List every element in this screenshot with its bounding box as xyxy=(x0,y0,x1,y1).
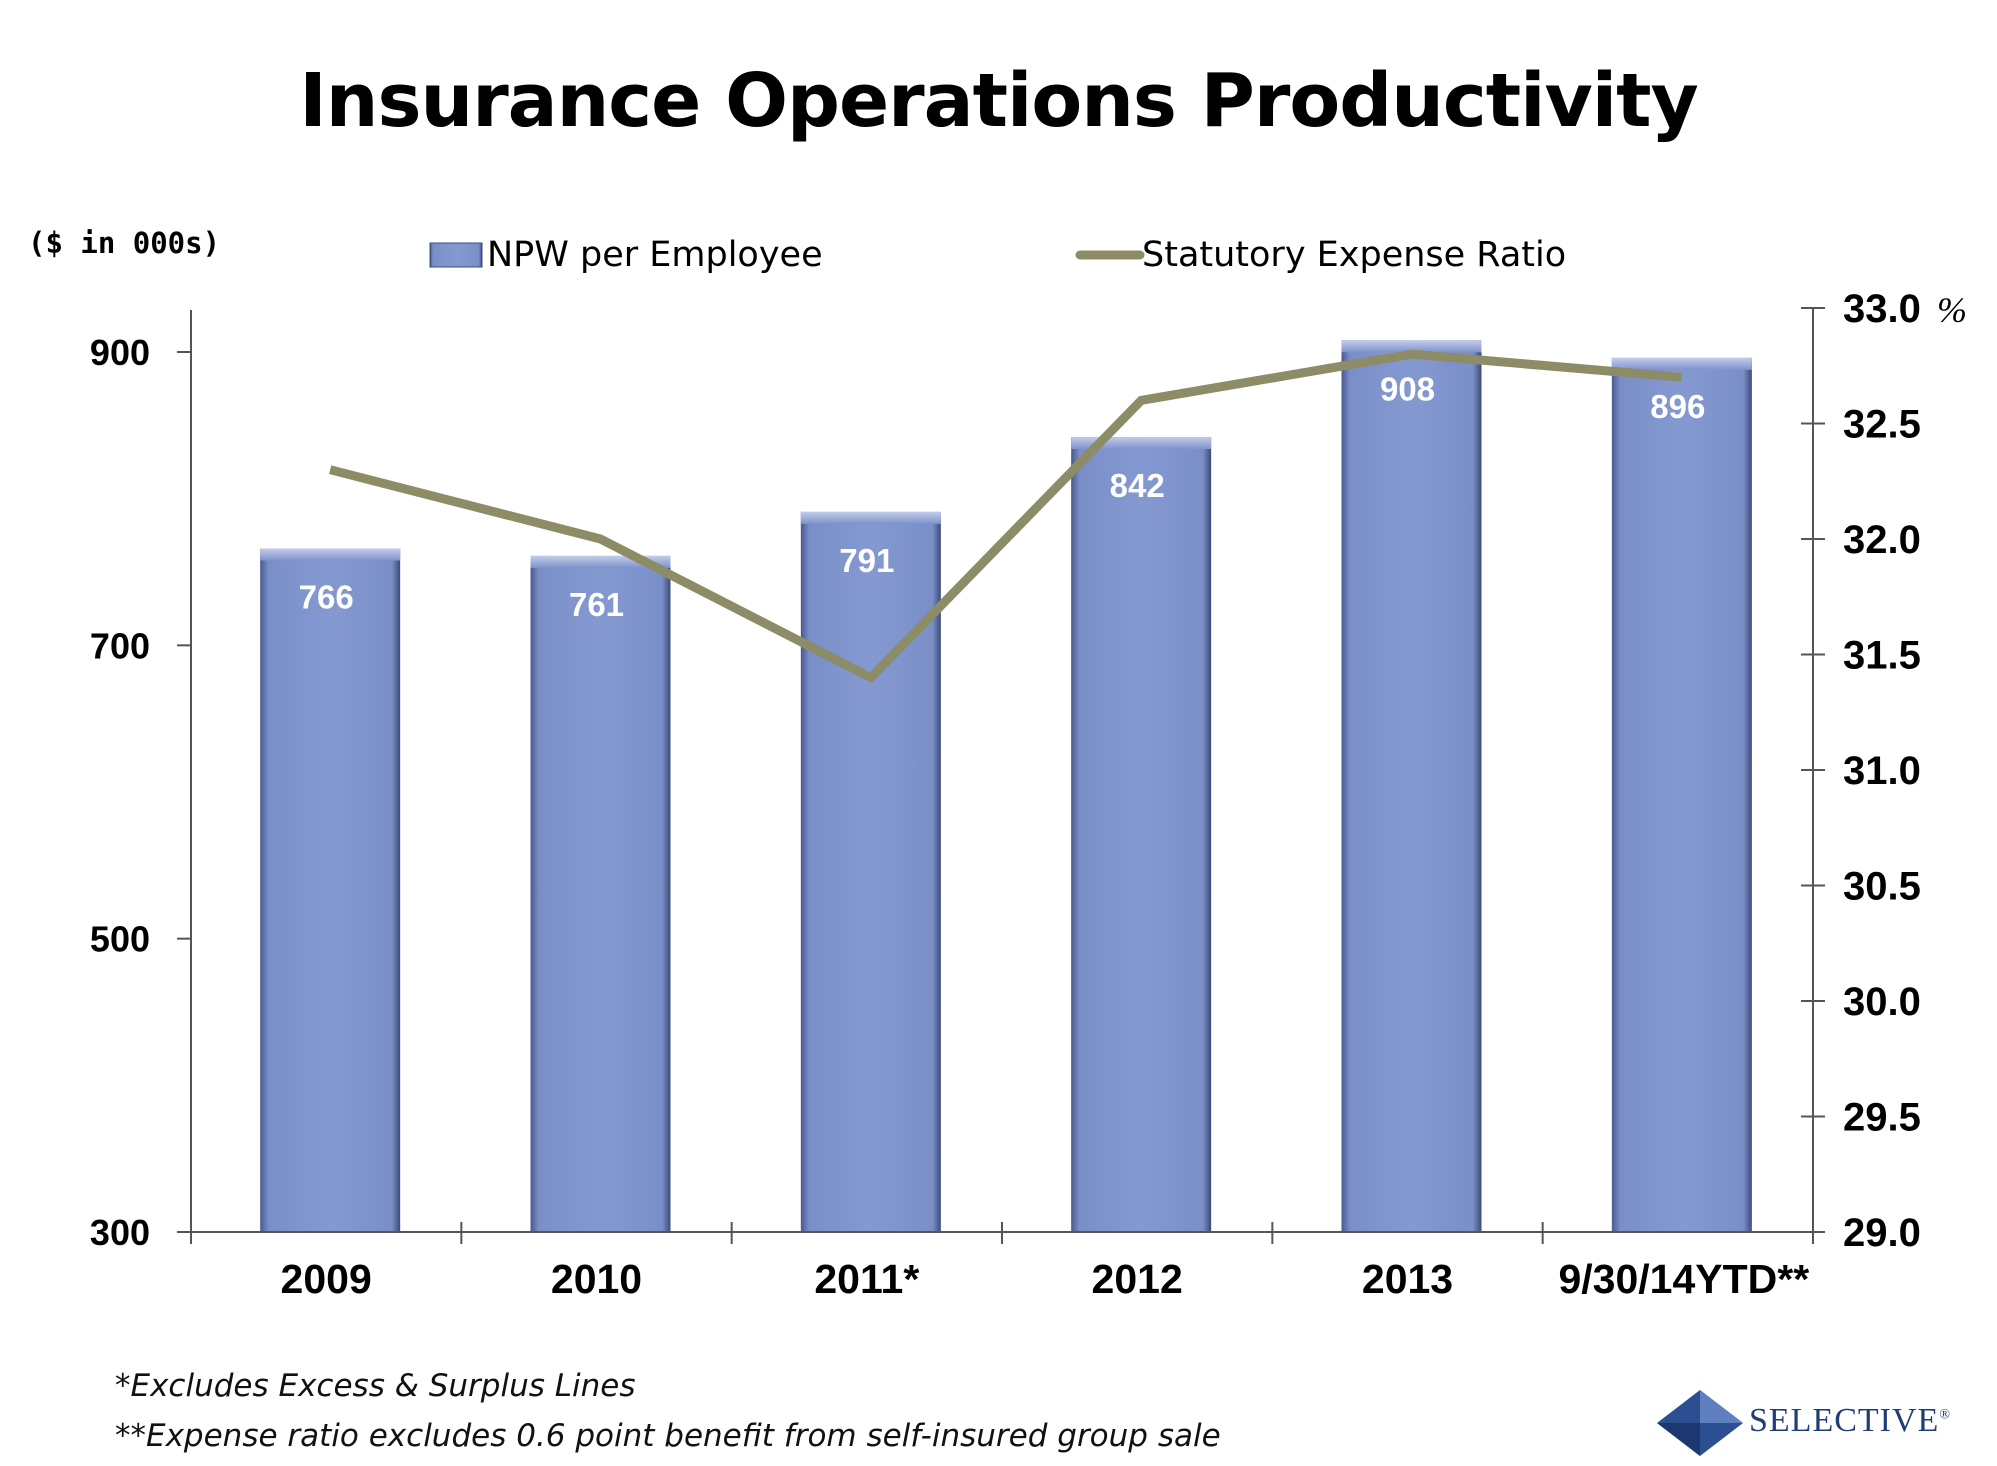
bar-value-label: 896 xyxy=(1650,388,1705,425)
legend-npw-label: NPW per Employee xyxy=(487,235,823,275)
right-tick-label: 33.0 xyxy=(1843,287,1921,331)
bar xyxy=(1611,357,1752,1232)
bar xyxy=(530,555,671,1232)
expense-ratio-line xyxy=(329,349,1683,684)
x-tick-label: 2009 xyxy=(281,1256,372,1302)
bar-value-label: 761 xyxy=(569,586,624,623)
legend-bar-swatch xyxy=(429,242,483,268)
units-note: ($ in 000s) xyxy=(28,226,220,260)
x-tick-label: 2011* xyxy=(814,1256,919,1302)
diamond-logo-icon xyxy=(1657,1390,1743,1456)
right-tick-label: 30.5 xyxy=(1843,865,1921,909)
right-axis-unit: % xyxy=(1937,290,1967,330)
logo-text: SELECTIVE xyxy=(1749,1402,1940,1439)
page-title: Insurance Operations Productivity xyxy=(299,58,1698,144)
legend-expense-label: Statutory Expense Ratio xyxy=(1142,235,1566,275)
left-tick-label: 500 xyxy=(90,919,150,960)
left-tick-label: 700 xyxy=(90,625,150,666)
left-tick-label: 300 xyxy=(90,1212,150,1253)
selective-logo: SELECTIVE® xyxy=(1655,1388,1955,1458)
footnote-expense-ratio: **Expense ratio excludes 0.6 point benef… xyxy=(115,1418,1221,1454)
bar-value-label: 766 xyxy=(299,579,354,616)
bar-value-label: 791 xyxy=(839,542,894,579)
registered-mark: ® xyxy=(1939,1407,1951,1423)
x-tick-label: 2013 xyxy=(1362,1256,1453,1302)
right-tick-label: 29.5 xyxy=(1843,1096,1921,1140)
right-tick-label: 31.5 xyxy=(1843,634,1921,678)
bar-cap xyxy=(1611,357,1752,370)
x-tick-label: 2010 xyxy=(551,1256,642,1302)
bar-cap xyxy=(260,548,401,561)
bar-value-label: 908 xyxy=(1380,370,1435,407)
bar xyxy=(260,548,401,1232)
x-tick-label: 9/30/14YTD** xyxy=(1558,1256,1809,1302)
bar-cap xyxy=(1341,340,1482,353)
bar-value-label: 842 xyxy=(1110,467,1165,504)
right-tick-label: 29.0 xyxy=(1843,1211,1921,1255)
right-tick-label: 30.0 xyxy=(1843,980,1921,1024)
right-tick-label: 31.0 xyxy=(1843,749,1921,793)
bar-cap xyxy=(800,511,941,524)
bar xyxy=(1071,437,1212,1233)
bar xyxy=(800,511,941,1232)
right-tick-label: 32.0 xyxy=(1843,518,1921,562)
right-tick-label: 32.5 xyxy=(1843,403,1921,447)
bar xyxy=(1341,340,1482,1232)
x-tick-label: 2012 xyxy=(1092,1256,1183,1302)
footnote-excludes: *Excludes Excess & Surplus Lines xyxy=(115,1368,636,1404)
left-tick-label: 900 xyxy=(90,332,150,373)
